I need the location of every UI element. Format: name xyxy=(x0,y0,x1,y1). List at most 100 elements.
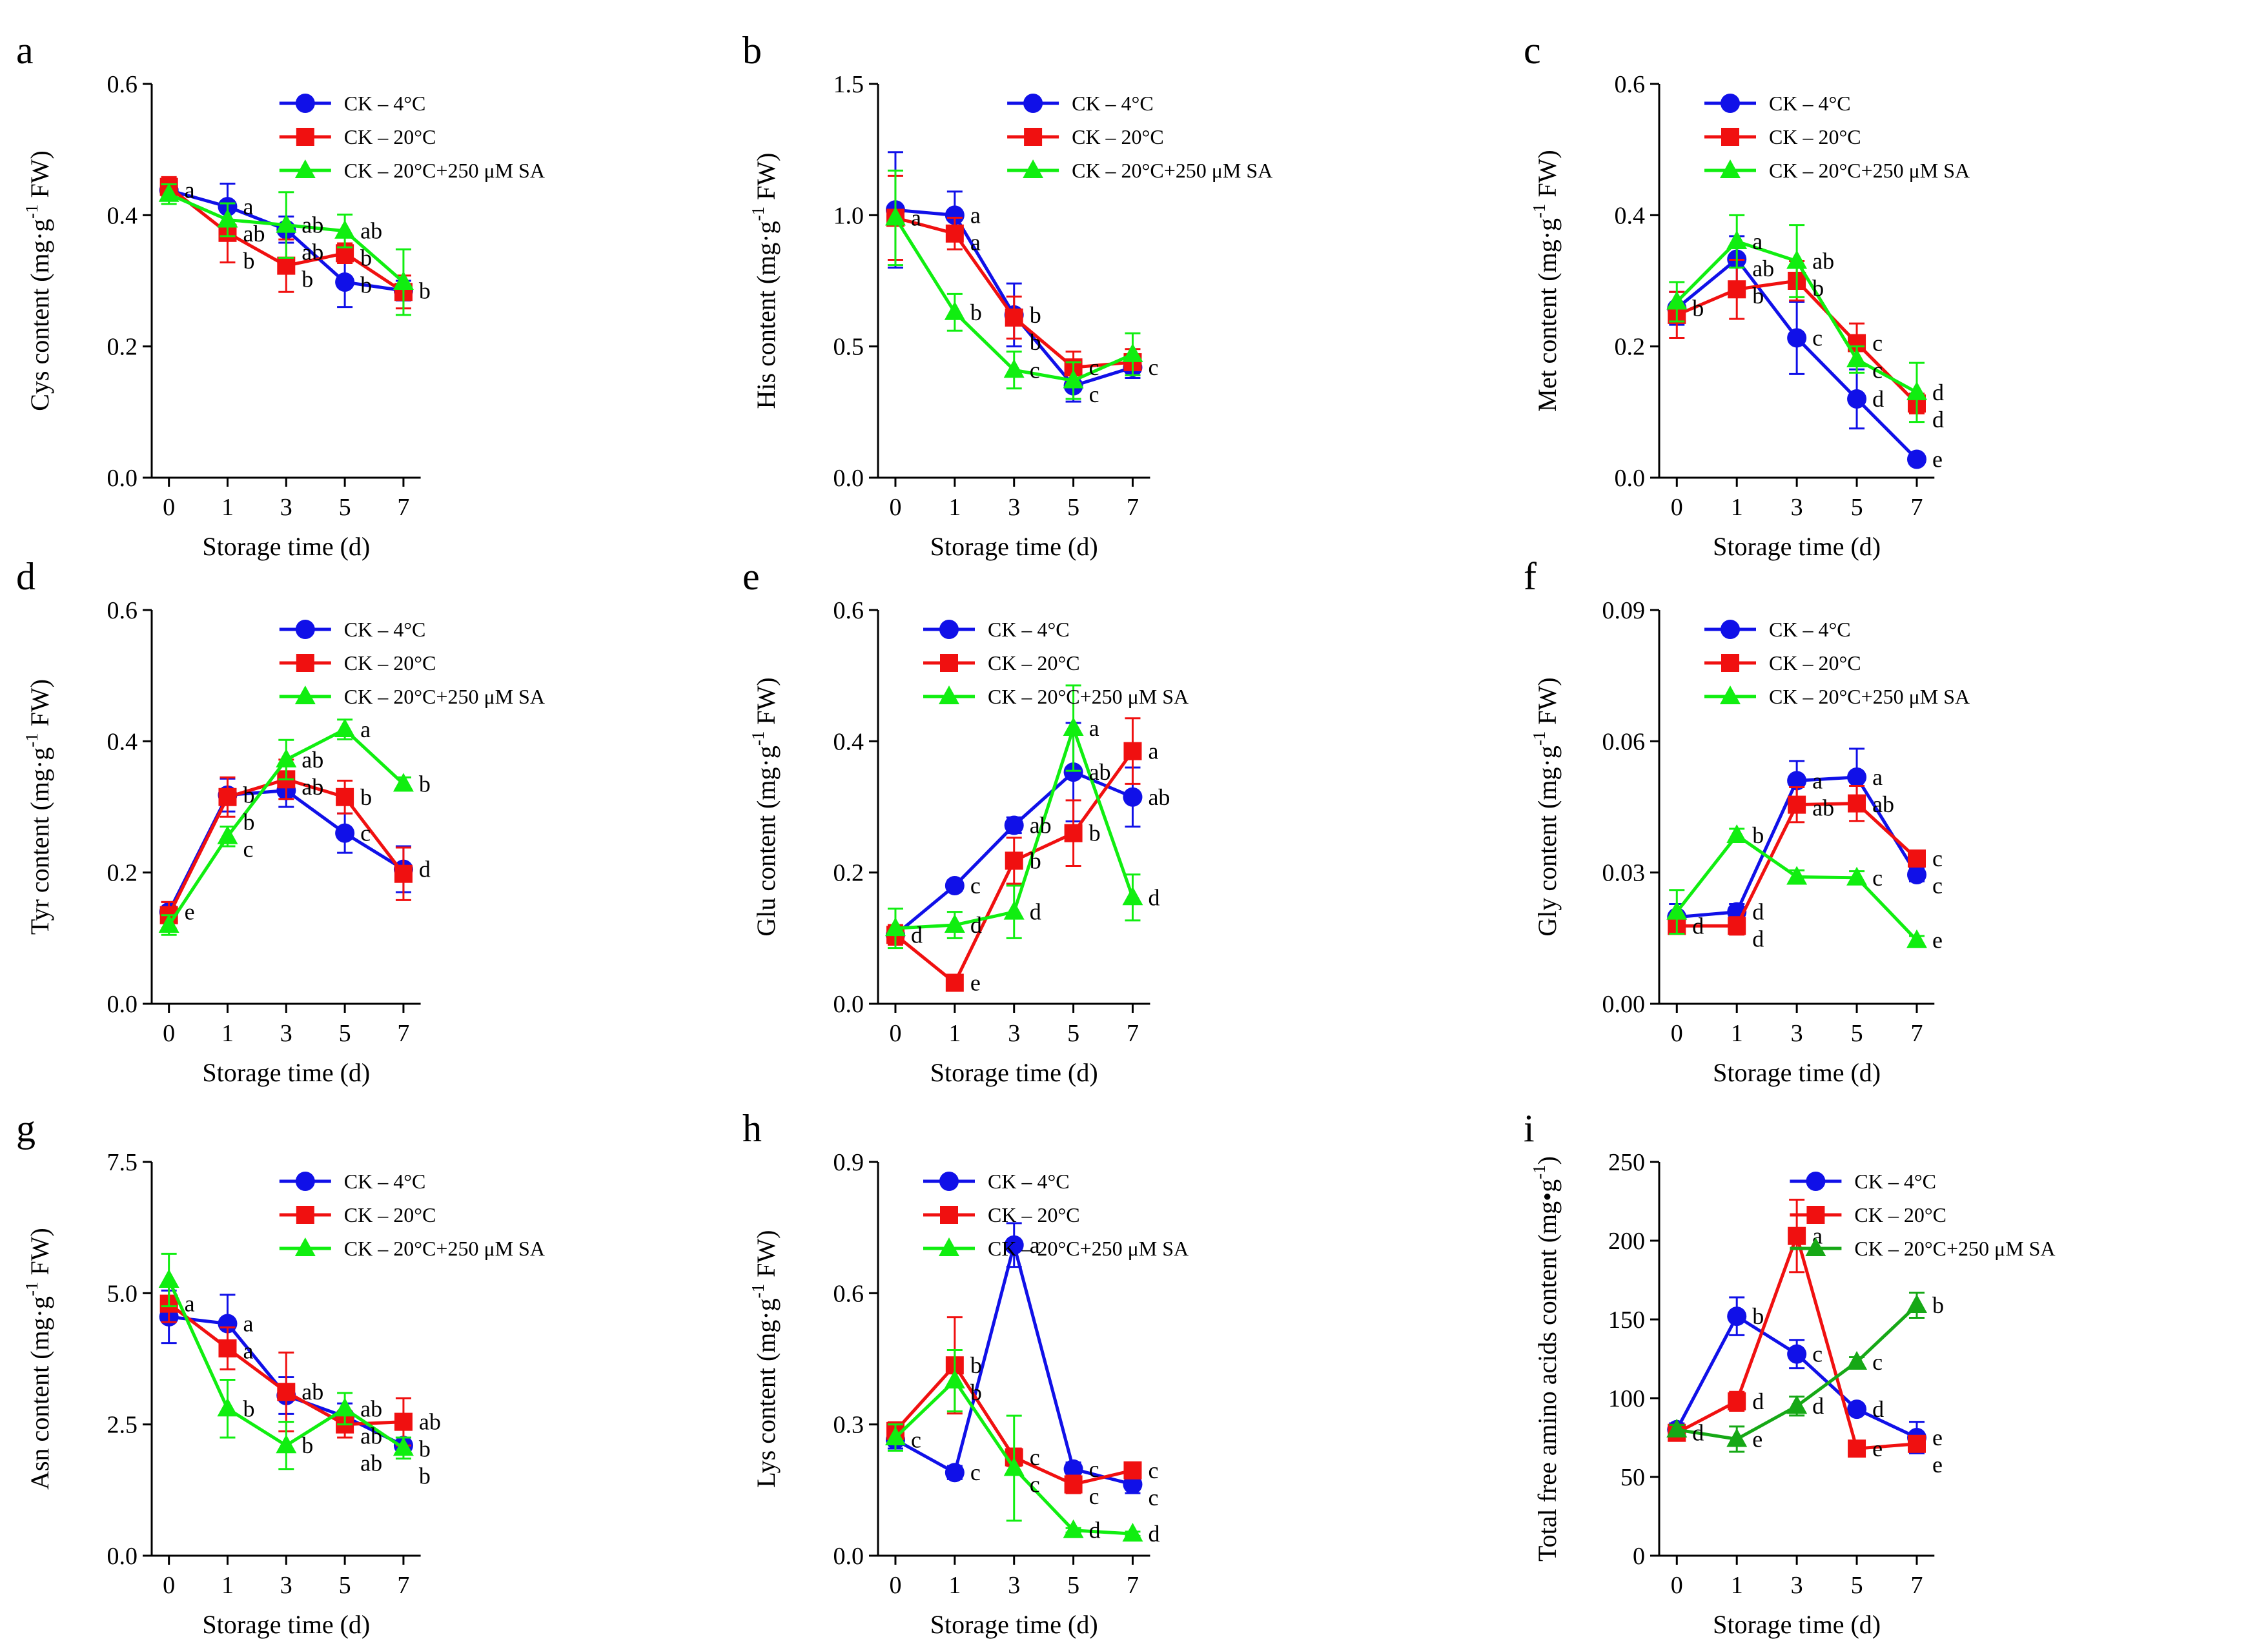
data-point xyxy=(1726,824,1748,844)
significance-letter: c xyxy=(970,1460,981,1485)
data-point xyxy=(1123,1474,1143,1494)
significance-letter: a xyxy=(243,194,253,219)
panel-i: i 0 50 100 150 200 250 0 1 3 5 7 Storage time (d) Tot… xyxy=(1524,1107,2056,1639)
series-2 xyxy=(884,684,1143,950)
significance-letter: d xyxy=(1089,1518,1101,1543)
significance-letter: c xyxy=(1089,1456,1099,1482)
legend: CK – 4°C CK – 20°C CK – 20°C+250 μM SA xyxy=(1704,618,1970,708)
data-point xyxy=(1848,1439,1866,1458)
legend: CK – 4°C CK – 20°C CK – 20°C+250 μM SA xyxy=(279,1170,545,1260)
data-point xyxy=(336,788,354,806)
significance-letter: b xyxy=(1692,296,1704,321)
significance-letter: b xyxy=(970,1379,982,1405)
significance-letter: c xyxy=(1030,1472,1040,1498)
y-tick-label: 0.0 xyxy=(833,465,864,492)
significance-letter: c xyxy=(1872,358,1883,383)
significance-letter: a xyxy=(243,1311,253,1337)
legend-marker xyxy=(940,1206,958,1224)
significance-letter: b xyxy=(1932,1292,1944,1318)
significance-letter: a xyxy=(243,1338,253,1364)
legend-marker xyxy=(1721,128,1739,146)
significance-letter: b xyxy=(1030,329,1041,355)
data-point xyxy=(158,1269,179,1288)
y-tick-label: 0.6 xyxy=(833,597,864,624)
data-point xyxy=(277,1383,296,1401)
panel-a: a 0.0 0.2 0.4 0.6 0 1 3 5 7 Storage time (d) Cys co… xyxy=(16,29,545,561)
legend-marker xyxy=(296,128,314,146)
significance-letter: c xyxy=(1932,873,1943,899)
y-tick-label: 1.5 xyxy=(833,71,864,98)
x-tick-label: 0 xyxy=(889,494,901,521)
legend-label: CK – 4°C xyxy=(1854,1170,1936,1193)
panel-c: c 0.0 0.2 0.4 0.6 0 1 3 5 7 Storage time (d) Met co… xyxy=(1524,29,1970,561)
y-tick-label: 0.6 xyxy=(1615,71,1646,98)
significance-letter: c xyxy=(1872,1349,1883,1375)
y-tick-label: 0 xyxy=(1633,1543,1645,1570)
significance-letter: d xyxy=(970,912,982,938)
significance-letter: a xyxy=(1148,738,1158,764)
panel-label: c xyxy=(1524,29,1541,72)
x-tick-label: 3 xyxy=(1791,1572,1803,1599)
x-tick-label: 0 xyxy=(1671,1020,1683,1047)
y-tick-label: 0.4 xyxy=(107,202,138,229)
x-axis-label: Storage time (d) xyxy=(202,1058,370,1087)
data-point xyxy=(277,256,296,275)
significance-letter: ab xyxy=(301,239,323,265)
x-tick-label: 7 xyxy=(1127,1020,1139,1047)
legend: CK – 4°C CK – 20°C CK – 20°C+250 μM SA xyxy=(1007,92,1272,182)
x-tick-label: 1 xyxy=(948,494,961,521)
y-axis-label-end: FW) xyxy=(25,150,54,204)
significance-letter: b xyxy=(419,278,431,303)
x-tick-label: 7 xyxy=(1910,494,1923,521)
y-tick-label: 0.0 xyxy=(833,991,864,1018)
y-tick-label: 7.5 xyxy=(107,1149,138,1176)
data-point xyxy=(1063,1459,1083,1479)
significance-letter: a xyxy=(1872,764,1883,790)
significance-letter: ab xyxy=(243,221,265,247)
panel-b: b 0.0 0.5 1.0 1.5 0 1 3 5 7 Storage time (d) His co… xyxy=(742,29,1272,561)
data-point xyxy=(218,1314,238,1334)
y-axis-label-main: His content (mg·g xyxy=(751,221,781,409)
data-point xyxy=(1906,1294,1927,1314)
x-tick-label: 1 xyxy=(221,494,234,521)
significance-letter: ab xyxy=(419,1409,441,1435)
y-axis-label-main: Cys content (mg·g xyxy=(25,219,54,411)
significance-letter: b xyxy=(243,782,254,808)
data-point xyxy=(945,973,964,992)
significance-letter: c xyxy=(1812,1341,1823,1367)
legend-label: CK – 20°C xyxy=(1854,1203,1946,1226)
significance-letter: e xyxy=(1752,1426,1762,1452)
significance-letter: a xyxy=(185,178,195,203)
y-tick-label: 0.0 xyxy=(107,465,138,492)
y-axis-label-sup: -1 xyxy=(1529,203,1549,218)
legend-label: CK – 4°C xyxy=(1769,92,1851,115)
data-point xyxy=(394,1412,413,1431)
y-axis-label: Asn content (mg·g-1 FW) xyxy=(22,1228,54,1490)
significance-letter: b xyxy=(301,1432,313,1458)
legend-label: CK – 20°C+250 μM SA xyxy=(344,685,545,708)
significance-letter: ab xyxy=(301,212,323,238)
panel-label: i xyxy=(1524,1107,1535,1150)
legend-label: CK – 4°C xyxy=(344,618,426,641)
panel-label: f xyxy=(1524,555,1537,598)
data-point xyxy=(1122,343,1143,362)
data-point xyxy=(1064,824,1083,842)
significance-letter: d xyxy=(1148,884,1160,910)
data-point xyxy=(1003,359,1025,378)
panel-label: g xyxy=(16,1107,36,1150)
significance-letter: a xyxy=(1030,1232,1040,1258)
significance-letter: d xyxy=(1932,407,1944,432)
series-2 xyxy=(158,1252,414,1470)
significance-letter: c xyxy=(360,820,371,846)
series-2 xyxy=(884,169,1143,400)
x-tick-label: 7 xyxy=(397,494,409,521)
data-point xyxy=(1906,929,1927,948)
legend-label: CK – 4°C xyxy=(344,1170,426,1193)
y-tick-label: 0.06 xyxy=(1602,728,1646,755)
data-point xyxy=(158,914,179,933)
data-point xyxy=(218,788,237,806)
data-point xyxy=(393,271,414,290)
y-tick-label: 0.03 xyxy=(1602,860,1646,887)
y-axis-label-end: ) xyxy=(1533,1156,1562,1165)
significance-letter: c xyxy=(1148,1485,1158,1511)
